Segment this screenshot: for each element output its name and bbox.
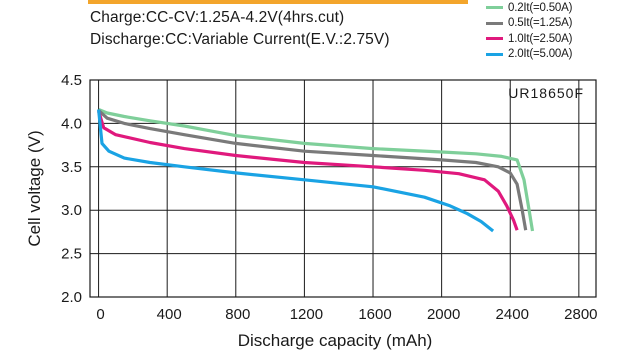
x-tick-label: 1200 xyxy=(290,306,323,323)
x-tick-label: 2000 xyxy=(427,306,460,323)
legend-item: 0.5It(=1.25A) xyxy=(484,16,626,32)
x-tick-label: 2400 xyxy=(496,306,529,323)
x-tick-label: 2800 xyxy=(564,306,597,323)
plot-frame xyxy=(89,79,597,298)
y-tick-label: 3.0 xyxy=(61,202,82,219)
model-label: UR18650F xyxy=(508,85,584,101)
series-line xyxy=(97,109,528,231)
grid-lines xyxy=(90,79,596,298)
series-lines xyxy=(97,108,535,233)
x-tick-label: 400 xyxy=(157,306,182,323)
legend-label: 2.0It(=5.00A) xyxy=(508,48,573,61)
y-tick-label: 4.5 xyxy=(61,72,82,89)
charge-condition: Charge:CC-CV:1.25A-4.2V(4hrs.cut) xyxy=(90,9,345,26)
series-line xyxy=(97,108,535,232)
discharge-condition: Discharge:CC:Variable Current(E.V.:2.75V… xyxy=(90,31,390,48)
legend-label: 0.5It(=1.25A) xyxy=(508,17,573,30)
y-tick-label: 4.0 xyxy=(61,115,82,132)
legend-swatch xyxy=(486,52,503,56)
x-tick-label: 0 xyxy=(96,306,104,323)
legend-swatch xyxy=(486,37,503,41)
y-tick-label: 2.0 xyxy=(61,289,82,306)
y-tick-label: 3.5 xyxy=(61,159,82,176)
series-line xyxy=(97,109,495,233)
legend-item: 2.0It(=5.00A) xyxy=(484,47,626,63)
x-tick-label: 800 xyxy=(225,306,250,323)
legend-item: 1.0It(=2.50A) xyxy=(484,31,626,47)
legend-item: 0.2It(=0.50A) xyxy=(484,0,626,16)
legend-label: 1.0It(=2.50A) xyxy=(508,32,573,45)
y-axis-title: Cell voltage (V) xyxy=(25,130,44,246)
legend-label: 0.2It(=0.50A) xyxy=(508,1,573,14)
chart-legend: 0.2It(=0.50A) 0.5It(=1.25A) 1.0It(=2.50A… xyxy=(484,0,626,62)
tick-labels: 2.0 2.5 3.0 3.5 4.0 4.5 0 400 800 1200 1600 2000 240… xyxy=(61,72,597,323)
header-accent-strip xyxy=(88,0,468,4)
legend-swatch xyxy=(486,21,503,25)
x-axis-title: Discharge capacity (mAh) xyxy=(238,331,433,350)
legend-swatch xyxy=(486,6,503,10)
series-line xyxy=(97,110,519,231)
x-tick-label: 1600 xyxy=(358,306,391,323)
y-tick-label: 2.5 xyxy=(61,246,82,263)
